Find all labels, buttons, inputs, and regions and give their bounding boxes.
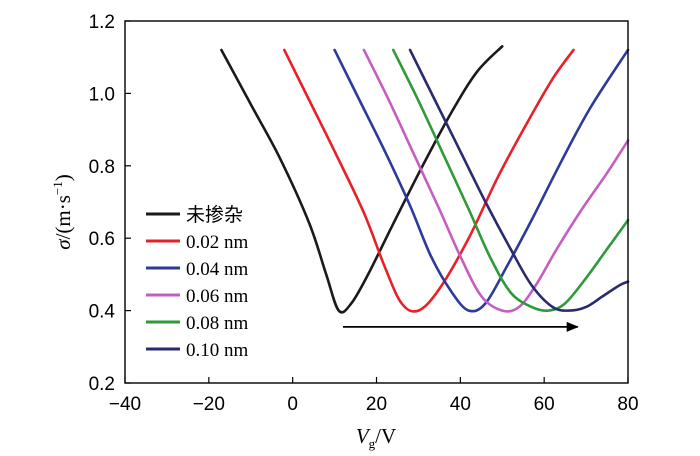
y-tick-label-0: 0.2 — [89, 374, 115, 395]
y-tick-label-5: 1.2 — [89, 12, 115, 33]
y-axis-label-symbol: σ — [51, 238, 75, 250]
legend-label-4: 0.08 nm — [186, 313, 249, 334]
x-axis-label-subscript: g — [369, 436, 376, 451]
series-line-5 — [408, 48, 630, 312]
y-tick-label-4: 1.0 — [89, 84, 115, 105]
legend-label-5: 0.10 nm — [186, 340, 249, 361]
y-tick-label-3: 0.8 — [89, 157, 115, 178]
y-axis-label-exponent: −1 — [50, 181, 65, 195]
x-axis-label: Vg/V — [356, 424, 396, 451]
series-line-2 — [333, 48, 630, 313]
y-axis-label: σ/(m·s−1) — [50, 174, 75, 250]
y-tick-label-1: 0.4 — [89, 302, 116, 323]
x-axis-label-symbol: V — [356, 424, 371, 448]
x-tick-label-1: −20 — [193, 394, 225, 415]
y-tick-label-2: 0.6 — [89, 229, 115, 250]
x-axis-label-unit: /V — [375, 424, 396, 448]
series-line-0 — [220, 45, 504, 314]
series-line-3 — [362, 48, 630, 313]
y-axis-label-close: ) — [51, 174, 75, 181]
legend-label-2: 0.04 nm — [186, 259, 249, 280]
series-line-1 — [282, 48, 575, 313]
x-tick-label-4: 40 — [450, 394, 471, 415]
x-tick-label-5: 60 — [534, 394, 555, 415]
x-tick-label-0: −40 — [109, 394, 141, 415]
legend-background — [138, 200, 280, 366]
series-layer — [220, 45, 630, 314]
legend-label-0: 未掺杂 — [186, 204, 243, 226]
x-tick-label-2: 0 — [287, 394, 298, 415]
ticks-layer: −40 −20 0 20 40 60 80 0.2 0.4 0.6 0.8 1.0 1.2 — [89, 12, 639, 415]
x-tick-label-3: 20 — [366, 394, 387, 415]
legend: 未掺杂 0.02 nm 0.04 nm 0.06 nm 0.08 nm 0.10 nm — [138, 200, 280, 366]
y-axis-label-unit: /(m·s — [51, 195, 75, 239]
series-line-4 — [391, 48, 630, 313]
x-tick-label-6: 80 — [617, 394, 638, 415]
legend-label-1: 0.02 nm — [186, 232, 249, 253]
legend-label-3: 0.06 nm — [186, 286, 249, 307]
